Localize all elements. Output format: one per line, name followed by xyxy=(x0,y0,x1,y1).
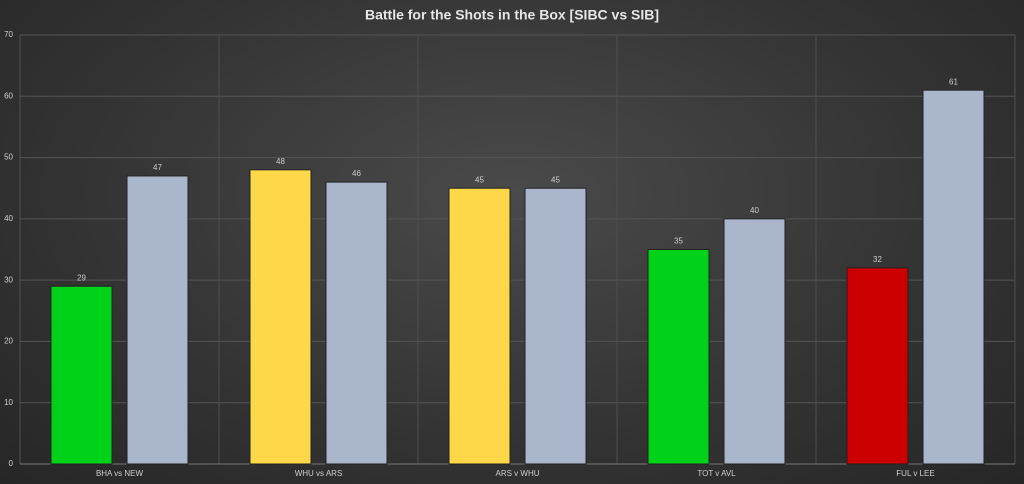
y-tick-label: 60 xyxy=(4,91,13,100)
x-tick-label: ARS v WHU xyxy=(496,469,540,478)
value-label: 45 xyxy=(551,175,560,184)
value-label: 48 xyxy=(276,157,285,166)
value-label: 46 xyxy=(352,169,361,178)
bar xyxy=(50,285,113,465)
bar xyxy=(846,267,909,465)
value-label: 29 xyxy=(77,273,86,282)
value-label: 40 xyxy=(750,206,759,215)
x-tick-label: BHA vs NEW xyxy=(96,469,144,478)
bar xyxy=(325,181,388,465)
x-tick-label: WHU vs ARS xyxy=(295,469,343,478)
value-label: 35 xyxy=(674,237,683,246)
y-tick-label: 10 xyxy=(4,398,13,407)
bar xyxy=(647,249,710,465)
value-label: 32 xyxy=(873,255,882,264)
y-tick-label: 50 xyxy=(4,153,13,162)
bar xyxy=(249,169,312,465)
y-tick-label: 30 xyxy=(4,275,13,284)
x-tick-label: FUL v LEE xyxy=(896,469,934,478)
bar xyxy=(448,187,511,465)
y-tick-label: 0 xyxy=(9,459,14,468)
chart-title: Battle for the Shots in the Box [SIBC vs… xyxy=(365,7,659,23)
bar xyxy=(723,218,786,465)
value-label: 45 xyxy=(475,175,484,184)
bar xyxy=(524,187,587,465)
bar xyxy=(126,175,189,465)
y-tick-label: 70 xyxy=(4,30,13,39)
value-label: 47 xyxy=(153,163,162,172)
bar xyxy=(922,89,985,465)
y-tick-label: 40 xyxy=(4,214,13,223)
x-tick-label: TOT v AVL xyxy=(697,469,736,478)
y-tick-label: 20 xyxy=(4,337,13,346)
value-label: 61 xyxy=(949,77,958,86)
